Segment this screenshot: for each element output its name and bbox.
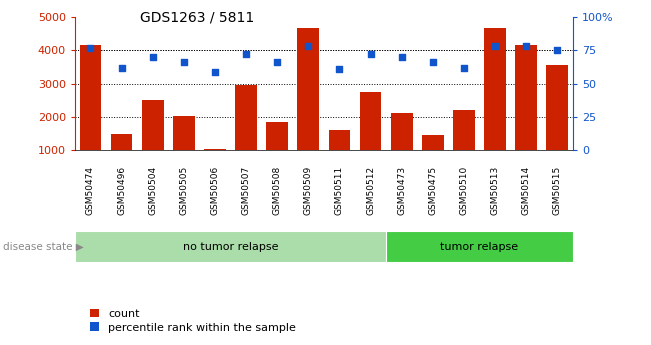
Bar bbox=[391, 113, 413, 150]
Bar bbox=[111, 134, 132, 150]
Text: GSM50506: GSM50506 bbox=[210, 166, 219, 215]
Point bbox=[490, 44, 500, 49]
Text: GSM50512: GSM50512 bbox=[366, 166, 375, 215]
Legend: count, percentile rank within the sample: count, percentile rank within the sample bbox=[90, 309, 296, 333]
Bar bbox=[298, 28, 319, 150]
Point bbox=[396, 55, 407, 60]
Point bbox=[521, 44, 531, 49]
Text: disease state ▶: disease state ▶ bbox=[3, 242, 84, 252]
Bar bbox=[173, 116, 195, 150]
Text: GSM50513: GSM50513 bbox=[491, 166, 499, 215]
Point bbox=[334, 66, 344, 72]
Text: no tumor relapse: no tumor relapse bbox=[183, 242, 278, 252]
Bar bbox=[79, 46, 102, 150]
Text: GSM50475: GSM50475 bbox=[428, 166, 437, 215]
Text: GDS1263 / 5811: GDS1263 / 5811 bbox=[139, 10, 254, 24]
Bar bbox=[235, 85, 257, 150]
Point bbox=[428, 60, 438, 65]
Point bbox=[459, 65, 469, 70]
Text: GSM50508: GSM50508 bbox=[273, 166, 282, 215]
Point bbox=[178, 60, 189, 65]
Text: GSM50504: GSM50504 bbox=[148, 166, 157, 215]
Point bbox=[210, 69, 220, 75]
Bar bbox=[204, 149, 226, 150]
Point bbox=[552, 48, 562, 53]
Text: GSM50496: GSM50496 bbox=[117, 166, 126, 215]
Text: GSM50509: GSM50509 bbox=[304, 166, 313, 215]
Point bbox=[117, 65, 127, 70]
Bar bbox=[422, 135, 444, 150]
Text: GSM50511: GSM50511 bbox=[335, 166, 344, 215]
Point bbox=[148, 55, 158, 60]
Text: GSM50510: GSM50510 bbox=[460, 166, 469, 215]
Text: GSM50505: GSM50505 bbox=[179, 166, 188, 215]
Text: tumor relapse: tumor relapse bbox=[441, 242, 519, 252]
Bar bbox=[266, 122, 288, 150]
Bar bbox=[359, 92, 381, 150]
Point bbox=[365, 52, 376, 57]
Bar bbox=[142, 100, 163, 150]
Text: GSM50507: GSM50507 bbox=[242, 166, 251, 215]
Text: GSM50474: GSM50474 bbox=[86, 166, 95, 215]
Bar bbox=[453, 110, 475, 150]
Bar bbox=[484, 28, 506, 150]
Bar bbox=[516, 46, 537, 150]
Text: GSM50514: GSM50514 bbox=[521, 166, 531, 215]
Bar bbox=[329, 130, 350, 150]
Point bbox=[85, 45, 96, 51]
Point bbox=[303, 44, 314, 49]
Bar bbox=[546, 65, 568, 150]
Text: GSM50515: GSM50515 bbox=[553, 166, 562, 215]
Point bbox=[241, 52, 251, 57]
Point bbox=[272, 60, 283, 65]
Text: GSM50473: GSM50473 bbox=[397, 166, 406, 215]
